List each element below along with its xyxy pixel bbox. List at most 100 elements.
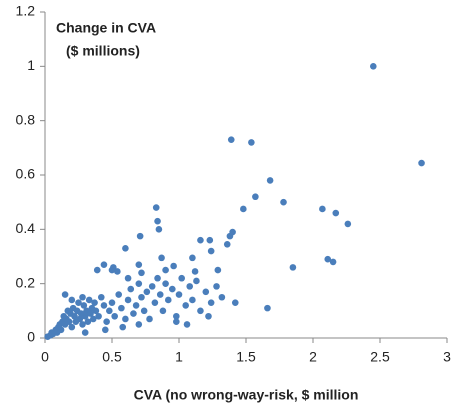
point — [226, 232, 234, 240]
point — [178, 274, 185, 282]
point — [197, 236, 204, 244]
point — [100, 302, 108, 309]
y-tick-label: 0.6 — [16, 166, 36, 182]
x-tick-label: 1 — [175, 349, 183, 365]
point — [218, 293, 226, 301]
point — [114, 268, 121, 275]
point — [159, 307, 167, 315]
x-tick-label: 0 — [41, 349, 49, 365]
point — [127, 285, 135, 293]
point — [100, 261, 108, 268]
chart-title: Change in CVA — [56, 20, 156, 36]
point — [135, 321, 143, 328]
point — [68, 296, 76, 304]
point — [332, 209, 340, 217]
point — [76, 315, 84, 323]
y-tick-label: 0 — [27, 329, 35, 345]
point — [154, 217, 161, 225]
x-tick-label: 3 — [443, 349, 451, 365]
point — [102, 326, 109, 334]
point — [329, 258, 337, 266]
point — [162, 266, 169, 274]
y-tick-label: 0.4 — [16, 220, 36, 236]
point — [135, 280, 143, 287]
point — [103, 318, 110, 326]
point — [197, 307, 204, 315]
point — [370, 63, 377, 70]
point — [186, 283, 194, 290]
point — [75, 299, 82, 306]
point — [266, 177, 274, 184]
point — [97, 293, 105, 301]
point — [87, 310, 94, 317]
point — [130, 310, 137, 317]
point — [140, 307, 148, 315]
x-tick-label: 0.5 — [102, 349, 122, 365]
point — [146, 315, 153, 323]
point — [156, 291, 164, 298]
point — [173, 312, 180, 320]
point — [91, 299, 98, 306]
point — [108, 299, 116, 306]
point — [111, 312, 118, 320]
y-tick-label: 0.2 — [16, 274, 36, 290]
point — [122, 315, 129, 323]
point — [106, 307, 113, 315]
point — [115, 291, 122, 298]
point — [57, 326, 65, 334]
point — [252, 193, 259, 201]
point — [248, 139, 255, 146]
point — [173, 318, 180, 326]
point — [138, 269, 145, 277]
point — [108, 266, 116, 274]
point — [205, 312, 212, 320]
point — [182, 302, 189, 309]
point — [170, 262, 177, 270]
x-tick-label: 1.5 — [236, 349, 256, 365]
point — [213, 283, 220, 290]
point — [223, 240, 231, 248]
point — [158, 254, 165, 262]
point — [169, 285, 176, 293]
point — [264, 304, 271, 312]
y-tick-label: 1 — [27, 57, 35, 73]
point — [154, 274, 161, 282]
point — [324, 255, 332, 263]
point — [207, 247, 215, 255]
point — [207, 299, 215, 306]
point — [418, 159, 425, 167]
point — [122, 245, 129, 252]
point — [81, 312, 89, 320]
point — [191, 268, 199, 275]
point — [93, 266, 101, 274]
point — [61, 291, 69, 298]
x-tick-label: 2.5 — [370, 349, 390, 365]
point — [289, 264, 297, 271]
point — [164, 296, 172, 304]
point — [193, 277, 200, 285]
point — [135, 261, 143, 268]
point — [95, 312, 102, 320]
point — [124, 296, 132, 304]
point — [344, 220, 352, 228]
point — [280, 198, 287, 206]
point — [227, 136, 235, 143]
point — [175, 291, 183, 298]
point — [65, 318, 73, 326]
point — [162, 280, 169, 287]
point — [189, 296, 196, 304]
point — [151, 299, 159, 306]
point — [155, 226, 163, 233]
point — [118, 304, 125, 312]
point — [81, 329, 89, 336]
point — [148, 283, 156, 290]
point — [85, 296, 93, 304]
point — [183, 321, 191, 328]
point — [206, 236, 214, 244]
point — [202, 288, 210, 296]
point — [189, 254, 196, 262]
point — [214, 266, 222, 274]
point — [79, 293, 86, 301]
point — [132, 302, 140, 309]
